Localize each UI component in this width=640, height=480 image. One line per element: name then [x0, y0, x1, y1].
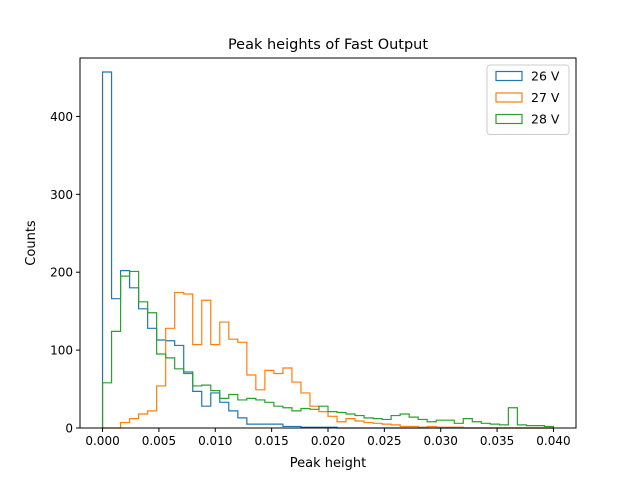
x-tick-label: 0.010: [198, 434, 232, 448]
x-axis-label: Peak height: [290, 456, 366, 471]
series-step-0: [101, 71, 554, 429]
x-tick-label: 0.030: [424, 434, 458, 448]
legend-box: [486, 64, 570, 135]
x-axis: 0.000 0.005 0.010 0.015 0.020 0.025 0.030 0.035…: [85, 428, 571, 448]
x-tick-label: 0.000: [85, 434, 119, 448]
legend-swatch: [495, 70, 523, 82]
legend-swatch: [495, 92, 523, 103]
y-axis: 0 100 200 300 400: [50, 110, 80, 436]
y-axis-label: Counts: [24, 220, 39, 266]
series-step-1: [102, 291, 554, 429]
y-tick-label: 300: [50, 188, 73, 202]
x-tick-label: 0.025: [367, 434, 401, 448]
y-tick-label: 0: [65, 422, 73, 436]
legend: 26 V 27 V 28 V: [486, 64, 570, 135]
legend-label: 26 V: [531, 69, 560, 84]
x-tick-label: 0.005: [142, 434, 176, 448]
x-tick-label: 0.015: [254, 434, 288, 448]
legend-label: 27 V: [531, 90, 560, 105]
y-tick-label: 200: [50, 266, 73, 280]
x-tick-label: 0.040: [536, 434, 570, 448]
series-step-2: [101, 270, 555, 428]
x-tick-label: 0.035: [480, 434, 514, 448]
x-tick-label: 0.020: [311, 434, 345, 448]
series-layer: [101, 71, 555, 429]
legend-label: 28 V: [531, 112, 560, 127]
y-tick-label: 100: [50, 344, 73, 358]
chart-title: Peak heights of Fast Output: [228, 37, 428, 53]
legend-swatch: [495, 113, 523, 125]
y-tick-label: 400: [50, 110, 73, 124]
